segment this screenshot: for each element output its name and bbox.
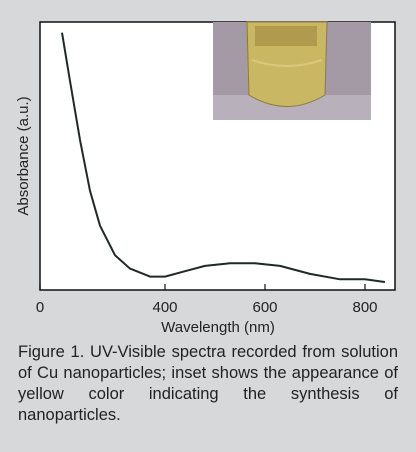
x-tick-label: 600 [252,299,277,316]
y-axis-label: Absorbance (a.u.) [15,96,32,215]
inset-photo [213,22,371,120]
x-tick-label: 800 [352,299,377,316]
x-axis-label: Wavelength (nm) [161,319,275,336]
x-tick-label: 0 [36,299,44,316]
page: {"chart_data": {"type": "line", "y_label… [0,0,416,452]
figure-caption: Figure 1. UV-Visible spectra recorded fr… [18,342,398,426]
x-tick-label: 400 [152,299,177,316]
